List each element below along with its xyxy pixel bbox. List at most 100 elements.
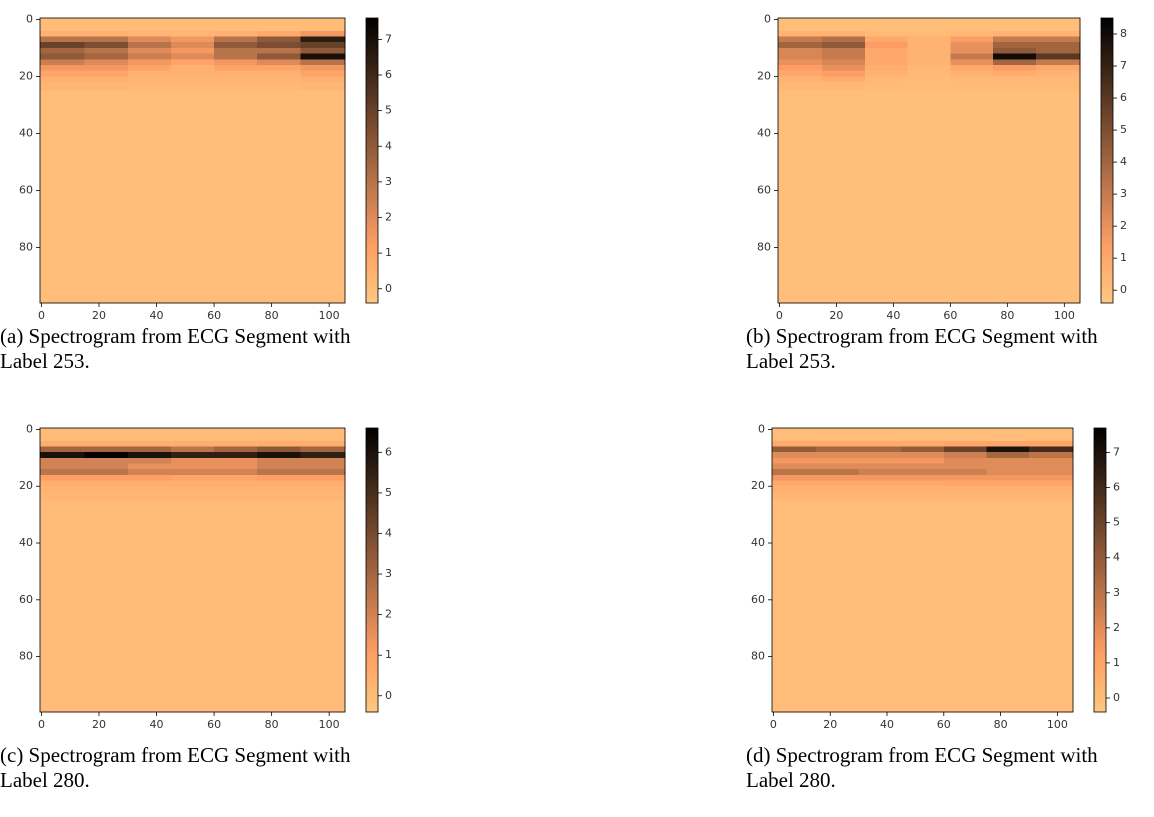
x-tick-label: 0	[38, 718, 45, 731]
y-tick-label: 20	[19, 479, 33, 492]
heatmap-cell	[40, 42, 86, 49]
heatmap-cell	[40, 90, 86, 304]
heatmap-cell	[127, 82, 172, 92]
colorbar-tick-label: 4	[1120, 155, 1127, 168]
heatmap-cell	[1035, 70, 1081, 77]
heatmap-cell	[170, 90, 215, 304]
heatmap-cell	[40, 76, 86, 83]
heatmap-cell	[257, 18, 301, 32]
heatmap-cell	[40, 82, 86, 92]
heatmap-cell	[127, 18, 172, 32]
heatmap-cell	[300, 59, 346, 66]
heatmap-cell	[907, 36, 951, 43]
heatmap-cell	[170, 474, 215, 482]
heatmap-cell	[772, 457, 817, 464]
x-tick-label: 100	[1054, 309, 1075, 322]
heatmap-cell	[40, 18, 86, 32]
heatmap-cell	[40, 59, 86, 66]
heatmap-cell	[84, 82, 129, 92]
heatmap-cell	[858, 469, 902, 476]
colorbar-tick-label: 1	[1120, 251, 1127, 264]
colorbar-tick-label: 3	[1113, 586, 1120, 599]
heatmap-cell	[170, 70, 215, 77]
heatmap-cell	[986, 500, 1030, 713]
heatmap-cell	[907, 53, 951, 60]
y-tick-label: 40	[757, 126, 771, 139]
heatmap-cell	[84, 440, 129, 447]
heatmap-cell	[170, 65, 215, 72]
heatmap-cell	[993, 59, 1037, 66]
colorbar	[1093, 427, 1107, 713]
heatmap-cell	[170, 53, 215, 60]
y-tick-label: 0	[758, 422, 765, 435]
heatmap-cell	[901, 452, 945, 459]
heatmap-cell	[127, 457, 172, 464]
heatmap-cell	[822, 36, 866, 43]
heatmap-cell	[257, 440, 301, 447]
heatmap-cell	[127, 491, 172, 501]
heatmap-cell	[816, 491, 860, 501]
heatmap-cell	[816, 480, 860, 487]
heatmap-cell	[214, 90, 258, 304]
y-tick-label: 40	[19, 536, 33, 549]
x-tick-label: 60	[207, 309, 221, 322]
heatmap-cell	[772, 452, 817, 459]
heatmap-cell	[858, 474, 902, 482]
heatmap-cell	[300, 30, 346, 38]
heatmap-cell	[1028, 446, 1074, 453]
heatmap-cell	[300, 463, 346, 470]
x-tick-label: 60	[943, 309, 957, 322]
heatmap-cell	[986, 452, 1030, 459]
heatmap-cell	[127, 59, 172, 66]
heatmap-cell	[816, 463, 860, 470]
plot-frame	[771, 427, 1074, 713]
heatmap-cell	[40, 463, 86, 470]
heatmap-cell	[170, 59, 215, 66]
heatmap-cell	[950, 82, 994, 92]
y-tick-label: 80	[19, 240, 33, 253]
heatmap-cell	[822, 82, 866, 92]
heatmap-cell	[772, 428, 817, 442]
heatmap-cell	[300, 469, 346, 476]
heatmap-cell	[864, 59, 909, 66]
heatmap-cell	[214, 480, 258, 487]
heatmap-cell	[40, 452, 86, 459]
heatmap-cell	[300, 18, 346, 32]
colorbar-tick-label: 2	[1120, 219, 1127, 232]
heatmap-cell	[864, 47, 909, 55]
colorbar-tick-label: 6	[385, 445, 392, 458]
heatmap-cell	[84, 457, 129, 464]
heatmap-cell	[858, 452, 902, 459]
heatmap-cell	[858, 480, 902, 487]
heatmap-cell	[986, 457, 1030, 464]
heatmap-cell	[993, 18, 1037, 32]
heatmap-cells	[40, 18, 346, 304]
heatmap-cell	[901, 463, 945, 470]
heatmap-cell	[127, 70, 172, 77]
heatmap-cell	[127, 446, 172, 453]
heatmap-cell	[822, 30, 866, 38]
heatmap-cell	[300, 446, 346, 453]
heatmap-cell	[257, 486, 301, 493]
colorbar-tick-label: 0	[1113, 691, 1120, 704]
heatmap-cell	[901, 500, 945, 713]
heatmap-cell	[84, 53, 129, 60]
heatmap-cell	[950, 30, 994, 38]
heatmap-cell	[822, 70, 866, 77]
heatmap-cell	[950, 53, 994, 60]
heatmap-cell	[127, 428, 172, 442]
heatmap-cell	[943, 474, 987, 482]
heatmap-cell	[772, 480, 817, 487]
heatmap-cell	[214, 446, 258, 453]
heatmap-cell	[214, 463, 258, 470]
colorbar	[365, 427, 379, 713]
colorbar-tick-label: 0	[385, 689, 392, 702]
colorbar-tick-label: 0	[1120, 283, 1127, 296]
heatmap-cell	[127, 42, 172, 49]
heatmap-cell	[778, 59, 823, 66]
heatmap-cell	[84, 65, 129, 72]
heatmap-cell	[901, 486, 945, 493]
heatmap-cell	[943, 500, 987, 713]
heatmap-cell	[300, 428, 346, 442]
heatmap-cell	[907, 76, 951, 83]
